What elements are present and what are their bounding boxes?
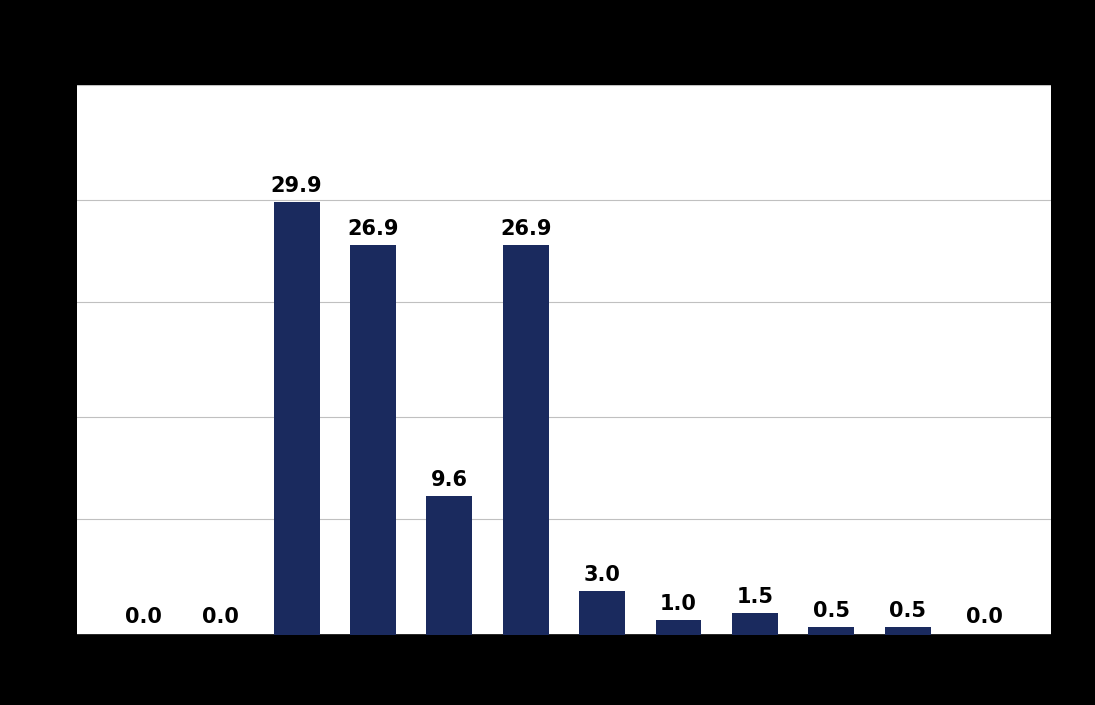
Bar <box>885 627 931 634</box>
Text: 0.0: 0.0 <box>201 607 239 627</box>
Bar <box>503 245 549 634</box>
Text: 26.9: 26.9 <box>347 219 399 240</box>
Bar <box>274 202 320 634</box>
Bar <box>656 620 702 635</box>
Bar <box>808 627 854 634</box>
Text: 0.0: 0.0 <box>126 607 162 627</box>
Text: 0.5: 0.5 <box>889 601 926 622</box>
Text: 26.9: 26.9 <box>500 219 552 240</box>
Text: 0.5: 0.5 <box>812 601 850 622</box>
Bar <box>731 613 777 634</box>
Text: 9.6: 9.6 <box>430 470 468 490</box>
Bar <box>350 245 396 634</box>
Title: Percentage of Student Participation: Percentage of Student Participation <box>141 43 987 85</box>
Text: 1.5: 1.5 <box>736 587 773 607</box>
Text: 29.9: 29.9 <box>270 176 322 196</box>
Bar <box>579 591 625 634</box>
Bar <box>426 496 472 634</box>
Text: 0.0: 0.0 <box>966 607 1002 627</box>
Text: 3.0: 3.0 <box>584 565 621 585</box>
Text: 1.0: 1.0 <box>660 594 696 614</box>
